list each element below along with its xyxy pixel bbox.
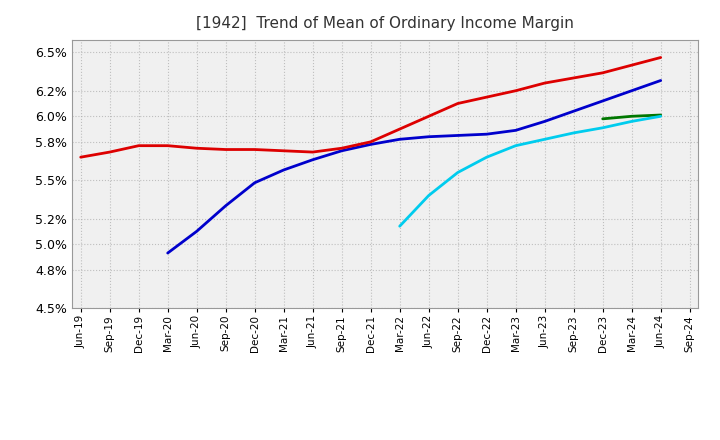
Legend: 3 Years, 5 Years, 7 Years, 10 Years: 3 Years, 5 Years, 7 Years, 10 Years xyxy=(166,434,604,440)
Title: [1942]  Trend of Mean of Ordinary Income Margin: [1942] Trend of Mean of Ordinary Income … xyxy=(197,16,574,32)
